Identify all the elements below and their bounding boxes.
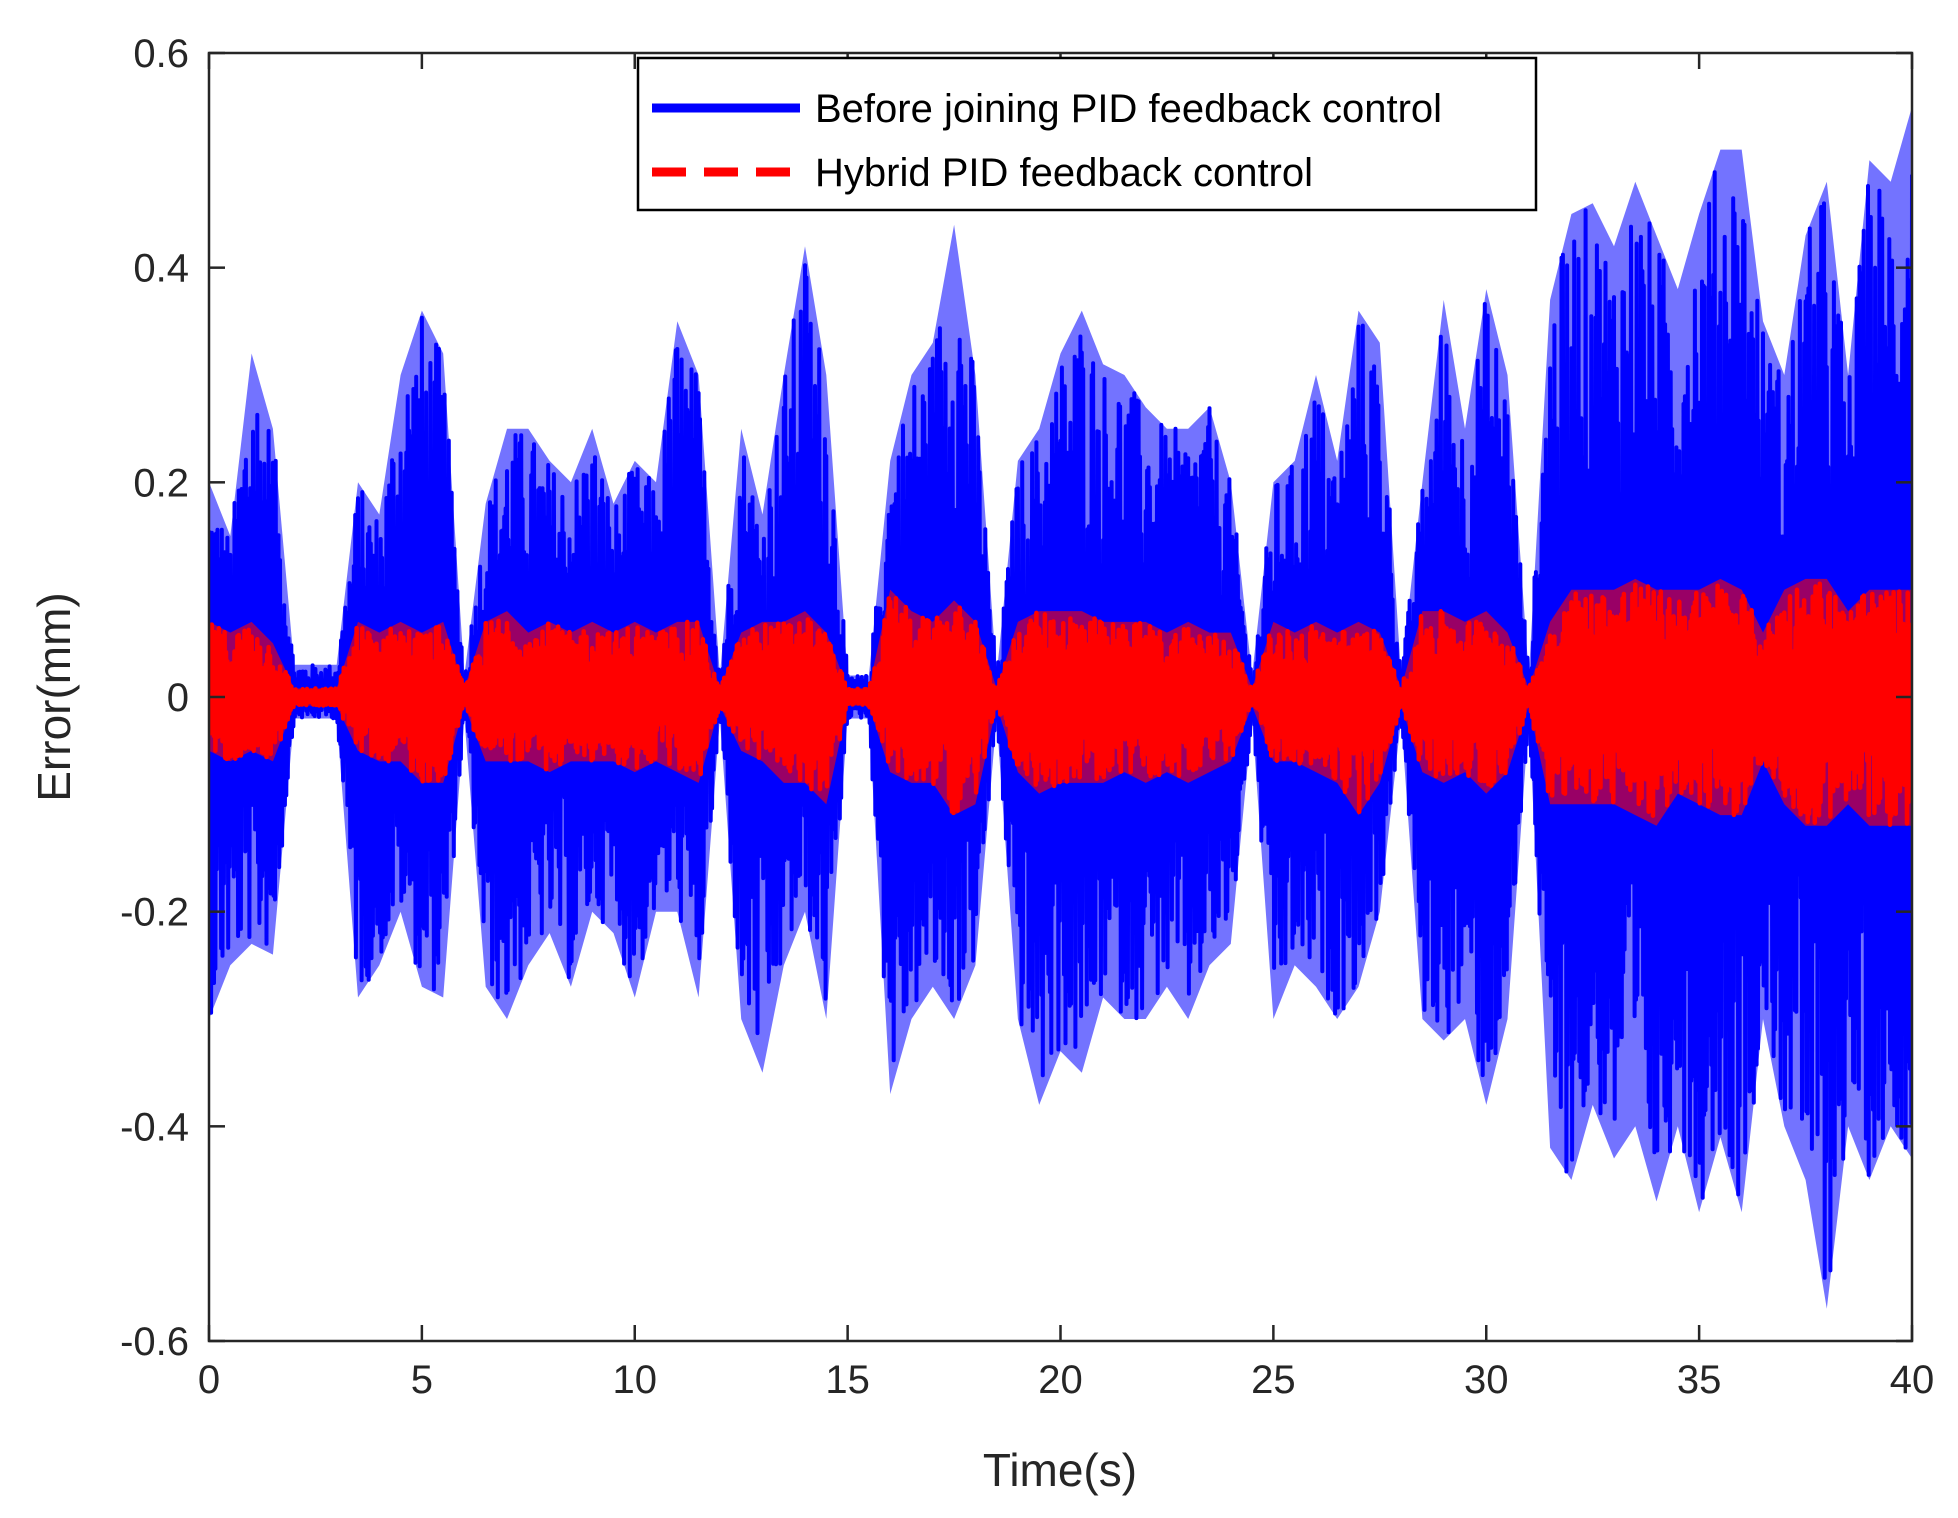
y-axis-title: Error(mm) — [28, 592, 80, 802]
legend: Before joining PID feedback control Hybr… — [636, 56, 1538, 212]
y-tick-label: 0 — [167, 676, 189, 720]
series-line — [209, 581, 1912, 828]
series-hybrid-pid — [209, 578, 1912, 828]
x-tick-label: 35 — [1677, 1358, 1722, 1402]
x-tick-label: 20 — [1038, 1358, 1083, 1402]
x-tick-label: 25 — [1251, 1358, 1296, 1402]
legend-label-before-pid: Before joining PID feedback control — [815, 87, 1442, 131]
x-tick-label: 40 — [1890, 1358, 1935, 1402]
ticks-layer: 0 5 10 15 20 25 30 35 40 -0.6 -0.4 -0.2 0 0.2 0.4 0.6 — [120, 32, 1934, 1402]
legend-label-hybrid-pid: Hybrid PID feedback control — [815, 151, 1313, 195]
series-line — [209, 170, 1912, 1280]
x-tick-label: 5 — [411, 1358, 433, 1402]
y-tick-label: 0.4 — [133, 247, 189, 291]
y-tick-label: -0.6 — [120, 1320, 189, 1364]
x-tick-label: 0 — [198, 1358, 220, 1402]
series-layer — [209, 106, 1912, 1309]
y-tick-label: 0.2 — [133, 461, 189, 505]
legend-box — [636, 56, 1538, 212]
x-axis-title: Time(s) — [983, 1444, 1137, 1496]
x-tick-label: 15 — [825, 1358, 870, 1402]
x-tick-label: 10 — [613, 1358, 658, 1402]
y-tick-label: -0.4 — [120, 1105, 189, 1149]
x-tick-label: 30 — [1464, 1358, 1509, 1402]
y-tick-label: 0.6 — [133, 32, 189, 76]
y-tick-label: -0.2 — [120, 891, 189, 935]
